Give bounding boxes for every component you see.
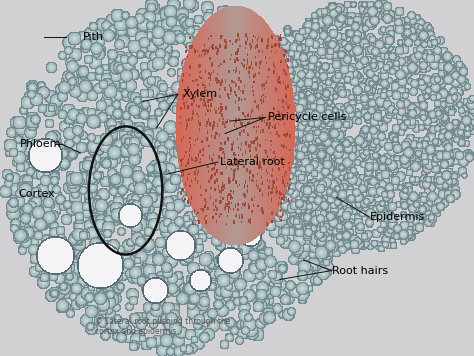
Text: Pith: Pith (83, 32, 104, 42)
Text: Root hairs: Root hairs (332, 266, 388, 276)
Text: Phloem: Phloem (20, 139, 62, 149)
Text: Cortex: Cortex (18, 189, 55, 199)
Text: Pericycle cells: Pericycle cells (268, 112, 346, 122)
Text: Epidermis: Epidermis (370, 212, 425, 222)
Text: Lateral root: Lateral root (220, 157, 285, 167)
Text: Xylem: Xylem (182, 89, 218, 99)
Text: © Lateral root pushing through the
cortex and epidermis: © Lateral root pushing through the corte… (95, 317, 230, 336)
